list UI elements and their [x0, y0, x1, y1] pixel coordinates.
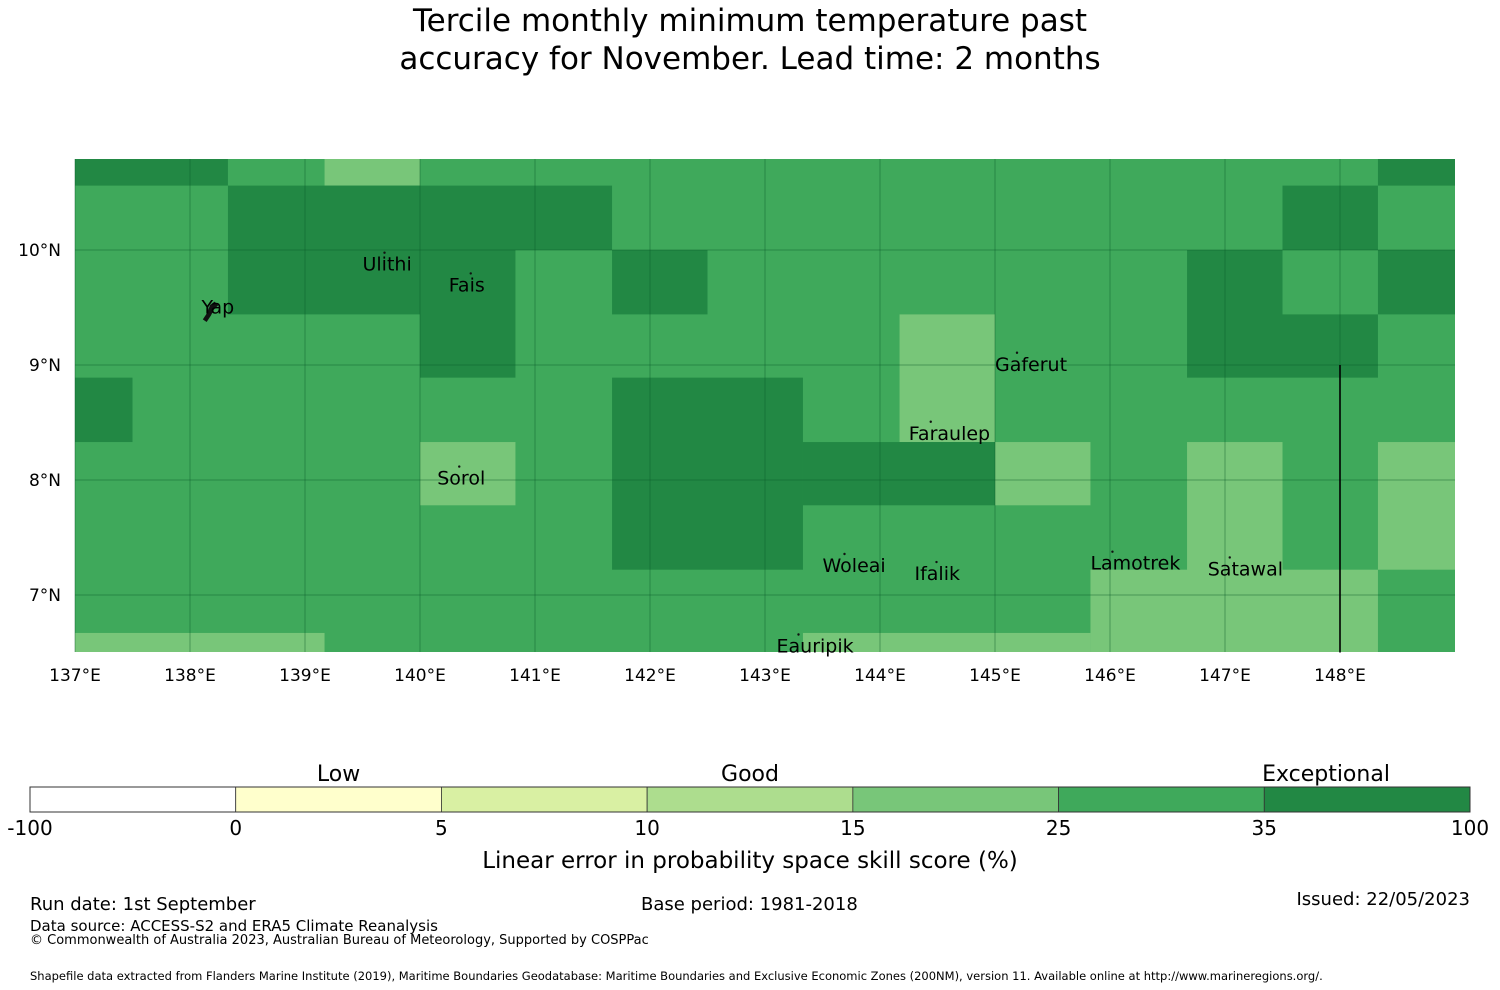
colorbar-segment: [852, 786, 1059, 813]
map-gridlines: [74, 159, 1455, 652]
colorbar-tick-label: 15: [840, 816, 865, 840]
skill-cell: [995, 442, 1091, 506]
island-dot: [843, 552, 846, 556]
colorbar-tick-label: 100: [1451, 816, 1489, 840]
island-dot: [797, 633, 800, 636]
colorbar-category-exceptional: Exceptional: [1262, 762, 1390, 787]
place-label-fais: Fais: [449, 274, 485, 296]
colorbar-tick-label: 25: [1046, 816, 1071, 840]
island-dot: [383, 251, 386, 254]
skill-cell: [75, 377, 133, 443]
title-line-1: Tercile monthly minimum temperature past: [412, 3, 1088, 39]
skill-cell: [802, 632, 1091, 652]
colorbar-outline: [29, 786, 1471, 813]
place-label-eauripik: Eauripik: [777, 636, 854, 658]
skill-cell: [612, 377, 803, 570]
place-label-gaferut: Gaferut: [995, 354, 1067, 376]
colorbar-tick-label: -100: [7, 816, 52, 840]
colorbar-tick-label: 35: [1252, 816, 1277, 840]
lat-tick-label: 7°N: [29, 586, 61, 606]
map-cells: [75, 159, 1455, 652]
skill-cell: [1090, 569, 1378, 652]
skill-cell: [227, 250, 420, 315]
colorbar-segment: [1058, 786, 1265, 813]
skill-cell: [1377, 250, 1455, 315]
skill-cell: [1377, 159, 1455, 186]
colorbar-segment: [1263, 786, 1471, 813]
island-dot: [1015, 351, 1019, 354]
colorbar-segment: [441, 786, 648, 813]
place-label-woleai: Woleai: [823, 555, 886, 577]
lon-tick-label: 141°E: [509, 666, 561, 686]
place-label-ulithi: Ulithi: [363, 254, 412, 276]
place-label-faraulep: Faraulep: [909, 423, 990, 445]
lon-tick-label: 145°E: [969, 666, 1021, 686]
colorbar-segment: [646, 786, 854, 813]
skill-cell: [75, 632, 325, 652]
skill-cell: [420, 250, 516, 378]
lat-tick-label: 10°N: [18, 241, 61, 261]
lon-tick-label: 140°E: [394, 666, 446, 686]
skill-cell: [1187, 250, 1283, 378]
lon-tick-label: 137°E: [49, 666, 101, 686]
lon-tick-label: 146°E: [1084, 666, 1136, 686]
colorbar-category-low: Low: [317, 762, 360, 787]
map-title: Tercile monthly minimum temperature past…: [0, 2, 1500, 78]
colorbar-title: Linear error in probability space skill …: [482, 848, 1018, 874]
island-dot: [935, 560, 938, 564]
island-dot: [458, 465, 461, 468]
skill-cell: [899, 314, 995, 443]
skill-cell: [75, 159, 228, 186]
skill-cell: [612, 250, 708, 315]
copyright: © Commonwealth of Australia 2023, Austra…: [30, 933, 649, 948]
colorbar-segment: [29, 786, 237, 813]
run-date: Run date: 1st September: [30, 894, 256, 915]
base-period: Base period: 1981-2018: [641, 894, 858, 915]
island-dot: [1111, 550, 1114, 553]
title-line-2: accuracy for November. Lead time: 2 mont…: [399, 41, 1101, 77]
lon-tick-label: 139°E: [279, 666, 331, 686]
lon-tick-label: 143°E: [739, 666, 791, 686]
skill-cell: [1377, 442, 1455, 570]
colorbar-tick-label: 5: [435, 816, 448, 840]
lat-tick-label: 8°N: [29, 471, 61, 491]
skill-cell: [420, 442, 516, 506]
island-dot: [929, 420, 932, 423]
colorbar-category-good: Good: [721, 762, 779, 787]
lon-tick-label: 147°E: [1199, 666, 1251, 686]
skill-cell: [802, 442, 995, 506]
island-dot: [1228, 556, 1231, 559]
place-label-yap: Yap: [201, 296, 235, 318]
lat-tick-label: 9°N: [29, 356, 61, 376]
data-source: Data source: ACCESS-S2 and ERA5 Climate …: [30, 917, 438, 935]
skill-cell: [324, 159, 420, 186]
skill-cell: [227, 185, 613, 250]
lon-tick-label: 148°E: [1314, 666, 1366, 686]
longitude-tick-labels: 137°E 138°E 139°E 140°E 141°E 142°E 143°E 144°E…: [49, 666, 1366, 686]
skill-cell: [1282, 185, 1378, 250]
island-dot: [469, 272, 472, 275]
colorbar-tick-label: 0: [229, 816, 242, 840]
place-label-satawal: Satawal: [1208, 558, 1283, 580]
issued-date: Issued: 22/05/2023: [1296, 889, 1470, 910]
island-markers: [202, 251, 1231, 636]
place-label-ifalik: Ifalik: [915, 563, 961, 585]
place-label-sorol: Sorol: [437, 468, 485, 490]
lon-tick-label: 138°E: [164, 666, 216, 686]
lon-tick-label: 142°E: [624, 666, 676, 686]
yap-island-shape: [202, 301, 219, 322]
place-labels: Ulithi Fais Yap Gaferut Faraulep Sorol Woleai I…: [201, 254, 1284, 658]
colorbar-tick-label: 10: [634, 816, 659, 840]
lon-tick-label: 144°E: [854, 666, 906, 686]
skill-cell: [1282, 314, 1378, 378]
colorbar-segment: [235, 786, 442, 813]
place-label-lamotrek: Lamotrek: [1090, 553, 1180, 575]
colorbar: -100 0 5 10 15 25 35 100 Low Good Exceptional Linea…: [7, 762, 1489, 874]
latitude-tick-labels: 10°N 9°N 8°N 7°N: [18, 241, 61, 606]
shapefile-credit: Shapefile data extracted from Flanders M…: [30, 969, 1323, 983]
skill-cell: [227, 159, 325, 186]
